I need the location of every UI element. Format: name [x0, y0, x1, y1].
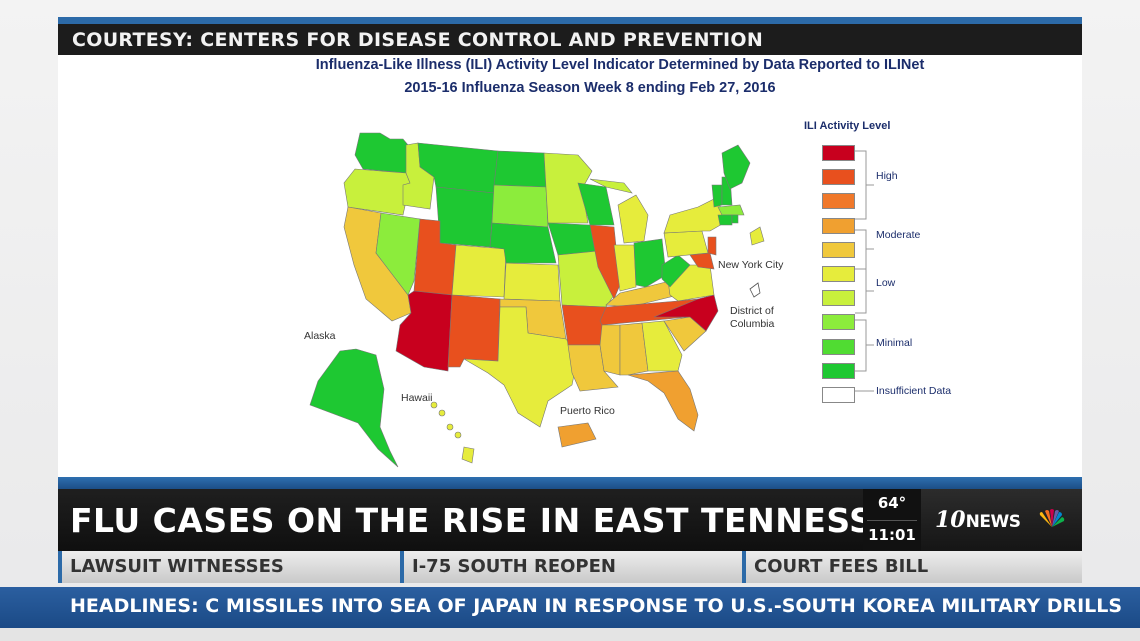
state-vermont: [711, 184, 723, 208]
label-puerto-rico: Puerto Rico: [560, 405, 615, 417]
label-alaska: Alaska: [304, 330, 336, 342]
logo-word: NEWS: [965, 512, 1021, 532]
courtesy-bar: COURTESY: CENTERS FOR DISEASE CONTROL AN…: [58, 24, 1082, 55]
legend-swatch-level-8: [822, 193, 855, 210]
state-mississippi: [599, 324, 621, 376]
weather-time-box: 64° 11:01: [863, 489, 921, 551]
state-alabama: [619, 322, 649, 376]
state-michigan: [617, 194, 649, 244]
state-maine: [721, 144, 751, 190]
topic-divider: [400, 551, 404, 583]
legend-swatch-level-2: [822, 338, 855, 355]
state-hawaii: [430, 401, 475, 464]
state-illinois: [589, 224, 621, 300]
ticker-text: HEADLINES: C MISSILES INTO SEA OF JAPAN …: [70, 595, 1123, 617]
state-georgia: [641, 320, 683, 372]
topic-label: LAWSUIT WITNESSES: [70, 556, 284, 577]
legend-label-insufficient: Insufficient Data: [876, 385, 952, 397]
state-connecticut: [717, 214, 733, 226]
legend-swatch-level-4: [822, 290, 855, 307]
state-new-mexico: [447, 294, 501, 368]
state-rhode-island: [731, 214, 739, 224]
legend-swatch-level-5: [822, 266, 855, 282]
legend-swatch-level-9: [822, 169, 855, 186]
state-north-carolina: [653, 294, 719, 332]
state-nevada: [375, 212, 421, 296]
topic-divider: [58, 551, 62, 583]
state-indiana: [613, 244, 637, 292]
state-west-virginia: [661, 254, 691, 288]
nyc-marker: [749, 226, 765, 246]
news-ticker: HEADLINES: C MISSILES INTO SEA OF JAPAN …: [0, 587, 1140, 628]
label-dc-line2: Columbia: [730, 318, 775, 330]
top-accent-stripe: [58, 17, 1082, 24]
legend-brackets: [855, 150, 874, 392]
legend-swatch-level-3: [822, 314, 855, 331]
state-arkansas: [561, 304, 607, 346]
state-maryland: [689, 252, 715, 270]
state-michigan-up: [589, 178, 633, 194]
state-north-dakota: [493, 150, 547, 188]
headline-text: FLU CASES ON THE RISE IN EAST TENNESSEE: [70, 501, 920, 540]
legend-label-minimal: Minimal: [876, 337, 913, 349]
puerto-rico: [557, 422, 597, 448]
legend-swatch-level-7: [822, 217, 855, 234]
topics-row: LAWSUIT WITNESSES I-75 SOUTH REOPEN COUR…: [58, 551, 1082, 583]
state-massachusetts: [717, 204, 745, 216]
logo-number: 10: [935, 507, 966, 533]
flu-map-panel: Influenza-Like Illness (ILI) Activity Le…: [58, 55, 1082, 477]
legend-swatch-level-6: [822, 241, 855, 258]
state-colorado: [451, 244, 507, 298]
clock-time: 11:01: [868, 526, 916, 544]
state-washington: [354, 132, 409, 174]
state-new-jersey: [707, 236, 717, 256]
dc-marker: [749, 282, 761, 298]
temperature: 64°: [877, 494, 907, 512]
legend-label-low: Low: [876, 277, 896, 289]
topic-divider: [742, 551, 746, 583]
state-florida: [627, 370, 699, 432]
label-dc-line1: District of: [730, 305, 774, 317]
state-kansas: [503, 262, 561, 302]
map-title: Influenza-Like Illness (ILI) Activity Le…: [315, 57, 925, 73]
label-hawaii: Hawaii: [401, 392, 433, 404]
state-ohio: [633, 238, 667, 288]
headline-bar: FLU CASES ON THE RISE IN EAST TENNESSEE: [58, 489, 919, 551]
state-wyoming: [435, 186, 495, 248]
state-alaska: [309, 348, 399, 468]
topic-label: COURT FEES BILL: [754, 556, 929, 577]
legend-swatch-level-10: [822, 145, 855, 161]
peacock-icon: [1039, 509, 1065, 527]
state-wisconsin: [577, 182, 615, 226]
station-logo-text: 10NEWS: [935, 507, 1021, 533]
courtesy-text: COURTESY: CENTERS FOR DISEASE CONTROL AN…: [72, 29, 764, 51]
station-logo: 10NEWS: [921, 489, 1082, 551]
label-new-york-city: New York City: [718, 259, 784, 271]
map-subtitle: 2015-16 Influenza Season Week 8 ending F…: [404, 80, 776, 96]
ticker-bottom-strip: [0, 628, 1140, 641]
lower-third-accent: [58, 477, 1082, 489]
topic-label: I-75 SOUTH REOPEN: [412, 556, 616, 577]
legend-label-moderate: Moderate: [876, 229, 921, 241]
legend-swatch-level-0: [822, 387, 855, 403]
state-new-york: [663, 196, 725, 234]
state-pennsylvania: [663, 230, 709, 258]
weather-divider: [867, 520, 917, 521]
us-ili-map: [309, 132, 874, 468]
legend-title: ILI Activity Level: [804, 120, 891, 132]
legend-swatch-level-1: [822, 362, 855, 379]
state-texas: [463, 306, 579, 428]
state-south-dakota: [491, 184, 549, 228]
legend-label-high: High: [876, 170, 898, 182]
